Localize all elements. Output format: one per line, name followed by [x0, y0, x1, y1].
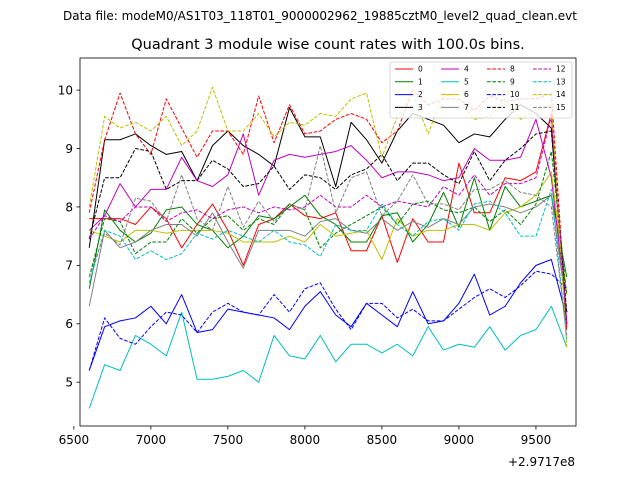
legend-box	[389, 61, 573, 119]
legend-label-14: 14	[556, 90, 566, 99]
series-line-15	[88, 145, 568, 336]
series-line-0	[89, 112, 568, 330]
series-line-2	[88, 259, 568, 371]
legend-label-4: 4	[464, 65, 469, 74]
legend-label-8: 8	[510, 65, 515, 74]
x-tick-label: 8500	[367, 433, 398, 447]
legend-label-10: 10	[510, 90, 520, 99]
series-line-10	[88, 270, 568, 371]
legend-label-13: 13	[556, 77, 566, 86]
series-line-7	[88, 194, 568, 313]
series-line-13	[88, 188, 568, 342]
y-tick-label: 7	[65, 259, 73, 273]
legend-label-3: 3	[418, 103, 423, 112]
x-tick-label: 9000	[444, 433, 475, 447]
chart-title: Quadrant 3 module wise count rates with …	[131, 37, 525, 53]
y-tick-label: 6	[65, 317, 73, 331]
series-lines	[88, 86, 568, 409]
legend-label-2: 2	[418, 90, 423, 99]
axes-frame	[79, 57, 577, 427]
legend-label-11: 11	[510, 103, 520, 112]
x-tick-label: 7000	[136, 433, 167, 447]
y-tick-label: 9	[65, 142, 73, 156]
series-line-3	[88, 104, 568, 324]
x-tick-label: 8000	[290, 433, 321, 447]
legend-label-0: 0	[418, 65, 423, 74]
series-line-5	[88, 305, 568, 409]
x-tick-label: 9500	[521, 433, 552, 447]
series-line-11	[88, 130, 568, 313]
legend-label-15: 15	[556, 103, 566, 112]
series-line-6	[89, 171, 568, 295]
y-tick-label: 10	[58, 83, 73, 97]
x-tick-label: 7500	[213, 433, 244, 447]
legend-label-5: 5	[464, 77, 469, 86]
y-tick-label: 5	[65, 375, 73, 389]
chart-suptitle: Data file: modeM0/AS1T03_118T01_90000029…	[63, 9, 577, 23]
legend-label-9: 9	[510, 77, 515, 86]
series-line-4	[88, 118, 568, 313]
y-tick-label: 8	[65, 200, 73, 214]
legend-label-6: 6	[464, 90, 469, 99]
plot-area: 6500 7000 7500 8000 8500 9000 9500567891001234…	[58, 57, 577, 447]
legend-label-7: 7	[464, 103, 469, 112]
x-offset-label: +2.9717e8	[508, 455, 575, 469]
x-tick-label: 6500	[59, 433, 90, 447]
legend-label-12: 12	[556, 65, 566, 74]
legend-label-1: 1	[418, 77, 423, 86]
